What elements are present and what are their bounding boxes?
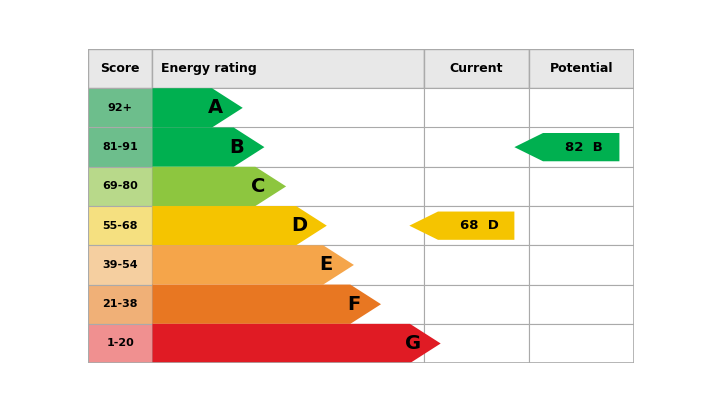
Text: Current: Current [449,62,503,75]
Polygon shape [515,133,620,161]
Bar [529,245,634,285]
Text: G: G [405,334,421,353]
Bar [152,127,424,167]
Bar [424,49,529,88]
Bar [529,49,634,88]
Polygon shape [152,206,327,245]
Polygon shape [152,88,243,127]
Bar [529,167,634,206]
Bar [88,167,152,206]
Polygon shape [152,167,286,206]
Polygon shape [152,285,381,324]
Bar [424,245,529,285]
Text: C: C [251,177,265,196]
Bar [152,245,424,285]
Bar [88,49,152,88]
Bar [152,285,424,324]
Bar [529,324,634,363]
Bar [88,245,152,285]
Text: 81-91: 81-91 [102,142,138,152]
Text: 92+: 92+ [108,103,132,113]
Text: B: B [230,137,244,157]
Bar [424,88,529,127]
Text: 21-38: 21-38 [103,299,138,309]
Bar [88,127,152,167]
Bar [88,324,152,363]
Text: 68  D: 68 D [460,219,498,232]
Text: 69-80: 69-80 [102,182,138,191]
Bar [152,167,424,206]
Bar [88,206,152,245]
Bar [529,285,634,324]
Text: Energy rating: Energy rating [161,62,256,75]
Text: Score: Score [101,62,140,75]
Bar [424,167,529,206]
Text: D: D [291,216,307,235]
Bar [424,285,529,324]
Text: F: F [347,295,360,314]
Polygon shape [152,127,265,167]
Text: E: E [320,255,333,275]
Bar [152,88,424,127]
Bar [529,127,634,167]
Text: 1-20: 1-20 [106,339,134,348]
Bar [424,206,529,245]
Text: A: A [208,98,222,118]
Bar [152,324,424,363]
Polygon shape [152,324,441,363]
Bar [152,206,424,245]
Text: 39-54: 39-54 [102,260,138,270]
Bar [424,127,529,167]
Text: 82  B: 82 B [565,141,603,154]
Text: 55-68: 55-68 [103,221,138,231]
Text: Potential: Potential [550,62,613,75]
Polygon shape [152,245,354,285]
Bar [152,49,424,88]
Bar [88,285,152,324]
Bar [88,88,152,127]
Bar [529,206,634,245]
Bar [529,88,634,127]
Polygon shape [409,211,515,240]
Bar [424,324,529,363]
